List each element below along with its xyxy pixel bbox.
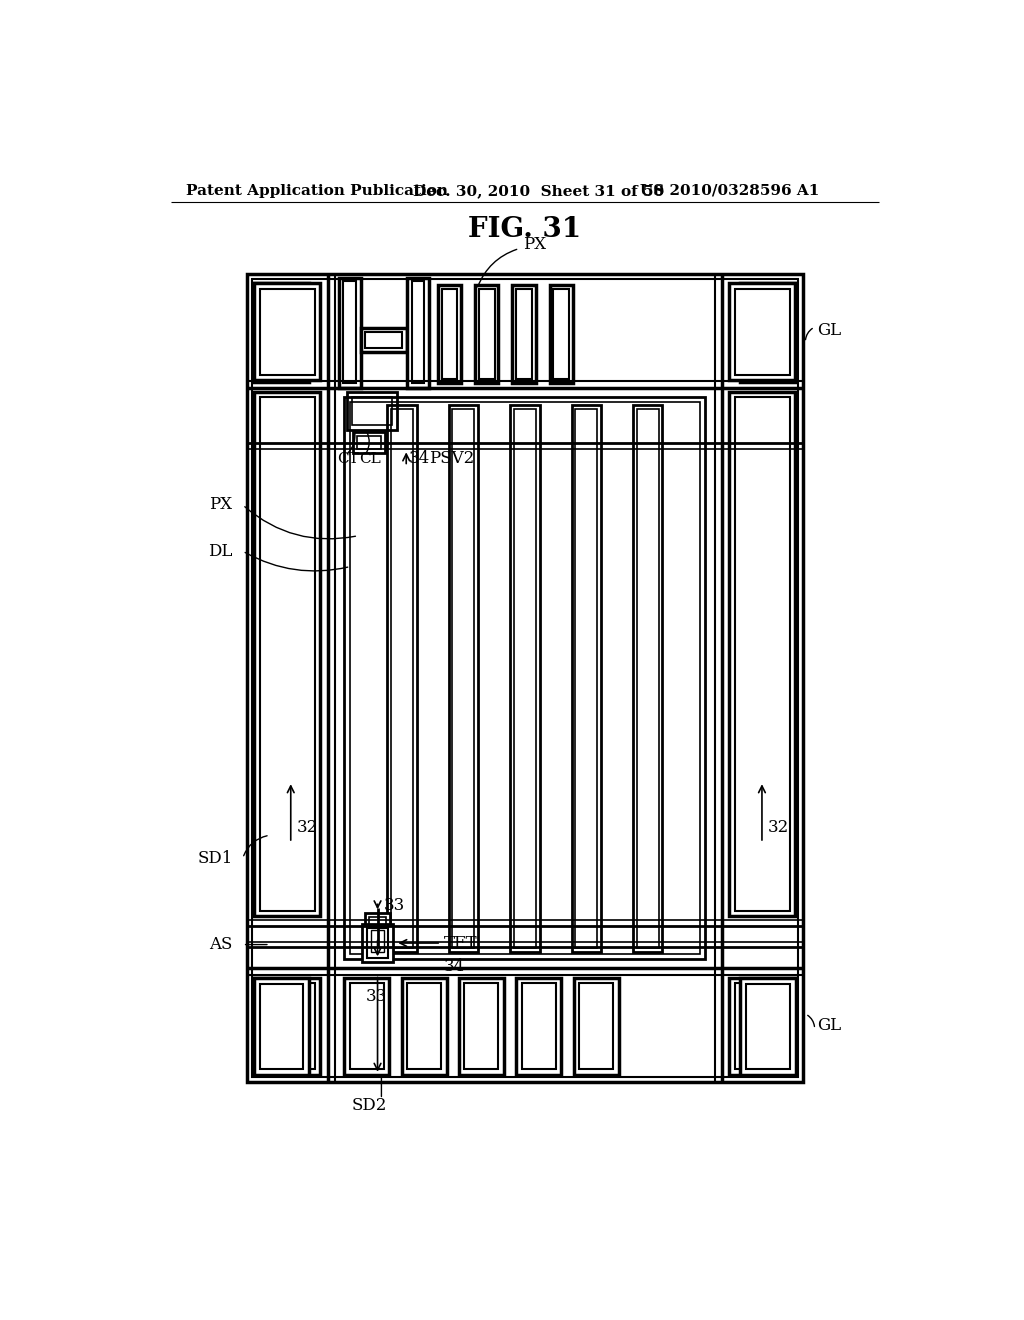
Text: GL: GL <box>817 322 841 339</box>
Bar <box>357 437 381 449</box>
Text: PX: PX <box>210 496 232 513</box>
Bar <box>510 405 540 952</box>
Bar <box>746 289 790 376</box>
Text: 34: 34 <box>443 957 465 974</box>
Bar <box>260 983 314 1069</box>
Bar <box>407 277 429 388</box>
Bar <box>740 978 796 1074</box>
Bar <box>740 284 796 381</box>
Bar <box>360 327 407 352</box>
Bar <box>459 978 504 1074</box>
Bar <box>438 285 461 383</box>
Bar <box>349 983 384 1069</box>
Bar <box>391 409 413 948</box>
Bar <box>449 405 478 952</box>
Bar <box>516 289 531 379</box>
Bar <box>362 924 393 962</box>
Bar <box>729 392 796 916</box>
Text: 33: 33 <box>384 896 406 913</box>
Text: GL: GL <box>817 1016 841 1034</box>
Bar <box>372 929 384 952</box>
Bar <box>453 409 474 948</box>
Bar <box>352 397 391 425</box>
Text: 34: 34 <box>409 450 430 467</box>
Text: US 2010/0328596 A1: US 2010/0328596 A1 <box>640 183 819 198</box>
Text: DL: DL <box>208 543 232 560</box>
Bar <box>550 285 572 383</box>
Text: PX: PX <box>523 236 547 253</box>
Bar <box>479 289 495 379</box>
Bar <box>575 409 597 948</box>
Bar <box>579 983 613 1069</box>
Bar <box>516 978 561 1074</box>
Text: FIG. 31: FIG. 31 <box>468 215 582 243</box>
Text: AS: AS <box>209 936 232 953</box>
Bar <box>735 397 790 911</box>
Bar <box>260 289 314 375</box>
Bar <box>407 983 441 1069</box>
Bar <box>573 978 618 1074</box>
Bar <box>247 275 803 1082</box>
Bar <box>729 284 796 380</box>
Bar <box>367 928 388 958</box>
Bar <box>401 978 446 1074</box>
Bar <box>343 281 356 383</box>
Bar <box>260 289 303 376</box>
Bar <box>571 405 601 952</box>
Bar <box>514 409 536 948</box>
Bar <box>366 913 390 948</box>
Text: Patent Application Publication: Patent Application Publication <box>186 183 449 198</box>
Bar <box>254 392 321 916</box>
Text: SD1: SD1 <box>198 850 232 867</box>
Bar <box>464 983 499 1069</box>
Bar <box>344 397 706 960</box>
Bar <box>735 983 790 1069</box>
Bar <box>521 983 556 1069</box>
Text: CT: CT <box>337 451 359 466</box>
Bar <box>554 289 569 379</box>
Bar <box>633 405 663 952</box>
Text: SD2: SD2 <box>352 1097 387 1114</box>
Bar <box>254 978 309 1074</box>
Bar <box>387 405 417 952</box>
Text: Dec. 30, 2010  Sheet 31 of 50: Dec. 30, 2010 Sheet 31 of 50 <box>414 183 665 198</box>
Bar <box>254 284 321 380</box>
Bar <box>352 432 385 453</box>
Bar <box>512 285 536 383</box>
Bar <box>369 917 386 944</box>
Text: 33: 33 <box>366 987 387 1005</box>
Bar <box>475 285 499 383</box>
Bar <box>746 983 790 1069</box>
Bar <box>735 289 790 375</box>
Bar <box>339 277 360 388</box>
Bar <box>260 983 303 1069</box>
Text: PSV2: PSV2 <box>429 450 475 467</box>
Bar <box>637 409 658 948</box>
Bar <box>254 978 321 1074</box>
Bar <box>442 289 458 379</box>
Text: 32: 32 <box>297 818 318 836</box>
Text: TFT: TFT <box>443 935 477 952</box>
Bar <box>729 978 796 1074</box>
Bar <box>260 397 314 911</box>
Bar <box>254 284 309 381</box>
Bar <box>252 280 798 1077</box>
Bar <box>346 392 397 430</box>
Bar <box>349 403 700 954</box>
Bar <box>344 978 389 1074</box>
Bar <box>366 333 402 348</box>
Text: CL: CL <box>359 451 381 466</box>
Bar <box>412 281 424 383</box>
Text: 32: 32 <box>768 818 790 836</box>
